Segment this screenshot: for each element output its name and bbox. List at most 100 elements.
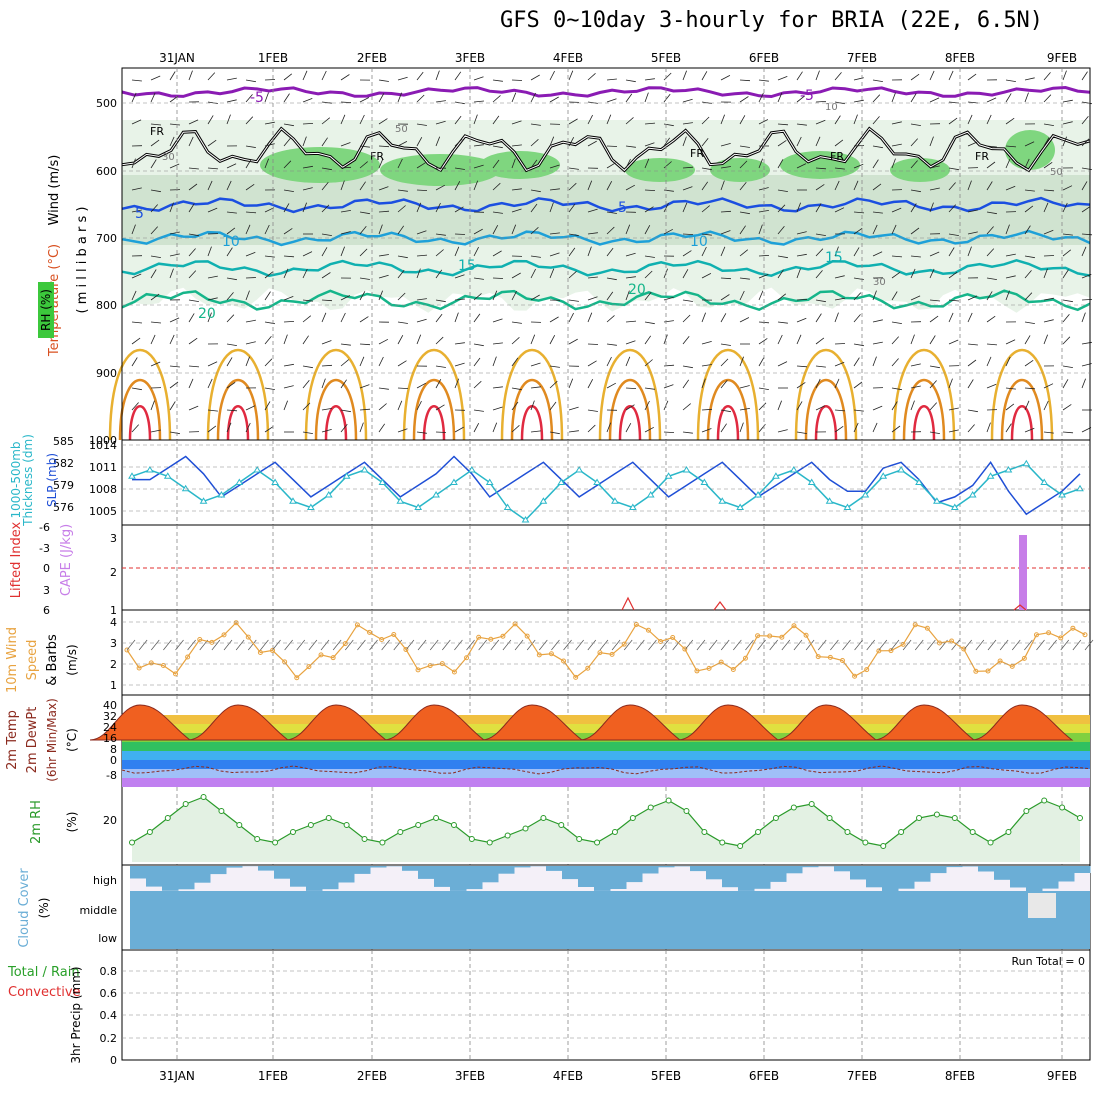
wind-barb	[872, 116, 880, 125]
wind10-barb	[357, 639, 366, 651]
wind-barb	[283, 160, 292, 169]
wind-barb	[321, 204, 330, 213]
wind-barb	[416, 268, 421, 279]
wind-barb	[549, 268, 555, 279]
wind-barb	[891, 121, 902, 125]
lifted-index-spike	[621, 596, 635, 611]
wind-barb	[549, 164, 560, 169]
wind-barb	[758, 92, 764, 103]
wind-barb	[549, 70, 555, 81]
wind-barb	[1005, 79, 1016, 82]
cloud-high-bar	[1026, 866, 1043, 891]
wind-barb	[834, 180, 840, 191]
wind-barb	[245, 356, 250, 367]
isotherm-5	[121, 196, 1091, 214]
wind-barb	[701, 116, 710, 125]
thickness-line-point	[163, 472, 172, 479]
temp-color-band	[122, 769, 1090, 778]
date-label-bottom: 2FEB	[357, 1069, 387, 1083]
wind-barb	[321, 117, 331, 125]
wind-barb	[682, 314, 691, 323]
wind-barb	[283, 334, 288, 345]
wind-barb	[473, 100, 485, 103]
temp-contour-loop	[892, 348, 956, 441]
tick-label: 800	[96, 299, 117, 312]
wind-barb	[340, 343, 351, 346]
wind-barb	[834, 425, 844, 433]
wind-barb	[1005, 423, 1012, 433]
cloud-high-bar	[610, 866, 627, 889]
wind-barb	[777, 123, 789, 126]
wind-barb	[663, 161, 672, 169]
wind-barb	[226, 292, 234, 301]
rh2m-point	[129, 839, 135, 846]
wind-barb	[910, 73, 920, 81]
wind-barb	[511, 321, 522, 324]
wind-barb	[1024, 427, 1035, 433]
wind-barb	[910, 295, 921, 301]
contour-label: -5	[250, 90, 264, 106]
rh2m-point	[200, 794, 207, 800]
tick-label: -8	[106, 769, 117, 782]
wind-barb	[948, 204, 956, 213]
tick-label: 3	[43, 584, 50, 597]
wind-barb	[739, 115, 746, 125]
wind-barb	[967, 343, 978, 346]
wind-barb	[910, 385, 921, 389]
wind-barb	[1005, 387, 1016, 390]
wind-barb	[606, 78, 617, 81]
wind-barb	[378, 274, 389, 279]
wind-barb	[720, 423, 727, 433]
wind-barb	[587, 360, 597, 367]
wind-barb	[473, 423, 480, 433]
thickness-line-point	[306, 503, 315, 510]
wind10-barb	[429, 639, 439, 651]
wind-barb	[625, 276, 636, 279]
wind-barb	[549, 202, 554, 213]
wind-barb	[1024, 158, 1030, 169]
wind-barb	[587, 276, 598, 279]
wind-barb	[758, 338, 768, 345]
wind-barb	[853, 99, 864, 103]
wind10-barb	[454, 639, 463, 651]
wind-barb	[473, 228, 483, 235]
wind-barb	[720, 277, 732, 280]
wind-barb	[549, 401, 557, 411]
thickness-line-point	[289, 497, 297, 504]
contour-label: 5	[618, 200, 627, 216]
tick-label: 8	[110, 743, 117, 756]
temp-daily-peak	[187, 704, 290, 741]
cloud-high-bar	[1042, 866, 1059, 889]
wind-barb	[1081, 116, 1089, 125]
rh2m-point	[665, 797, 672, 804]
wind-barb	[302, 268, 308, 279]
wind-barb	[492, 386, 503, 389]
wind-barb	[435, 313, 443, 323]
wind-barb	[606, 277, 617, 281]
wind-barb	[150, 226, 158, 235]
wind10-barb	[235, 639, 245, 651]
wind-barb	[473, 380, 482, 389]
lifted-index-spike	[1013, 604, 1027, 611]
rh2m-point	[325, 815, 332, 821]
cloud-high-bar	[1010, 866, 1027, 888]
wind-barb	[188, 233, 199, 237]
wind-barb	[1024, 270, 1032, 279]
wind-barb	[435, 404, 445, 411]
date-label-top: 7FEB	[847, 51, 877, 65]
wind-barb	[853, 357, 860, 367]
wind-barb	[644, 78, 655, 81]
wind-barb	[815, 203, 822, 213]
wind-barb	[188, 183, 198, 191]
tick-label: 600	[96, 165, 117, 178]
wind-barb	[682, 365, 693, 369]
wind-barb	[245, 422, 251, 433]
wind-barb	[416, 298, 427, 301]
wind-barb	[188, 167, 199, 170]
wind-barb	[967, 73, 977, 81]
wind-barb	[207, 297, 218, 301]
wind-barb	[321, 182, 329, 191]
wind-barb	[625, 387, 637, 389]
wind10-barb	[308, 639, 318, 651]
ylabel-wind10: 10m Wind	[5, 627, 20, 693]
